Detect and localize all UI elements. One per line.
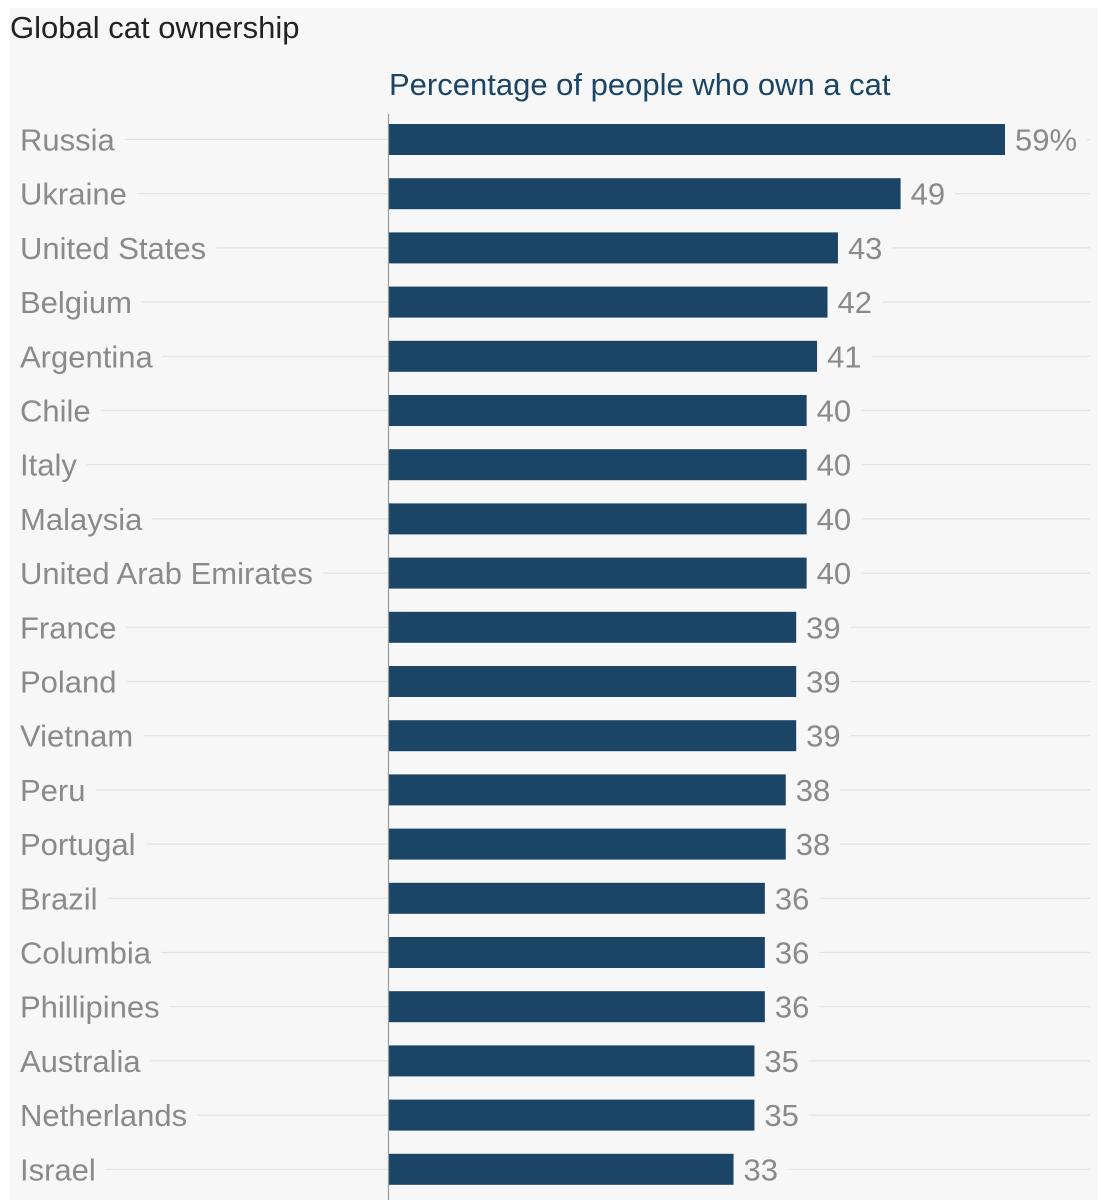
category-label: Israel	[20, 1152, 96, 1187]
category-label: United States	[20, 231, 206, 266]
category-label: Australia	[20, 1044, 141, 1079]
bar	[389, 828, 786, 860]
bar	[389, 720, 797, 752]
value-label: 35	[764, 1044, 798, 1079]
chart-subtitle: Percentage of people who own a cat	[389, 67, 891, 102]
category-label: Malaysia	[20, 502, 143, 537]
category-label: Ukraine	[20, 177, 127, 212]
bar	[389, 937, 765, 968]
chart-title: Global cat ownership	[10, 10, 300, 45]
bar	[389, 1099, 755, 1131]
category-label: Poland	[20, 665, 117, 700]
chart-rows: Russia 59% Ukraine 49 United States 43 Belgium…	[20, 123, 1090, 1187]
value-label: 40	[817, 502, 851, 537]
bar	[389, 395, 807, 426]
value-label: 43	[848, 231, 882, 266]
bar	[389, 774, 786, 806]
value-label: 49	[911, 177, 945, 212]
category-label: Phillipines	[20, 990, 160, 1025]
value-label: 36	[775, 881, 809, 916]
bar	[389, 340, 818, 372]
bar	[389, 178, 901, 210]
value-label: 42	[838, 285, 872, 320]
category-label: Columbia	[20, 936, 152, 971]
value-label: 36	[775, 936, 809, 971]
category-label: Brazil	[20, 881, 98, 916]
value-label: 38	[796, 827, 830, 862]
value-label: 40	[817, 448, 851, 483]
bar	[389, 503, 807, 535]
value-label: 33	[744, 1152, 778, 1187]
category-label: Belgium	[20, 285, 132, 320]
category-label: Argentina	[20, 339, 153, 374]
category-label: United Arab Emirates	[20, 556, 313, 591]
category-label: France	[20, 610, 116, 645]
value-label: 39	[806, 610, 840, 645]
bar	[389, 449, 807, 481]
bar	[389, 232, 838, 264]
category-label: Russia	[20, 123, 116, 158]
category-label: Peru	[20, 773, 85, 808]
bar	[389, 1045, 755, 1077]
value-label: 38	[796, 773, 830, 808]
bar	[389, 557, 807, 589]
value-label: 35	[764, 1098, 798, 1133]
bar	[389, 666, 797, 697]
bar	[389, 611, 797, 643]
value-label: 36	[775, 990, 809, 1025]
bar	[389, 124, 1005, 155]
category-label: Italy	[20, 448, 77, 483]
bar	[389, 1153, 734, 1185]
category-label: Chile	[20, 394, 91, 429]
value-label: 39	[806, 665, 840, 700]
value-label: 59%	[1015, 123, 1077, 158]
value-label: 40	[817, 556, 851, 591]
category-label: Vietnam	[20, 719, 133, 754]
bar	[389, 286, 828, 318]
bar	[389, 882, 765, 914]
category-label: Portugal	[20, 827, 135, 862]
bar	[389, 991, 765, 1023]
category-label: Netherlands	[20, 1098, 187, 1133]
value-label: 40	[817, 394, 851, 429]
value-label: 41	[827, 339, 861, 374]
value-label: 39	[806, 719, 840, 754]
